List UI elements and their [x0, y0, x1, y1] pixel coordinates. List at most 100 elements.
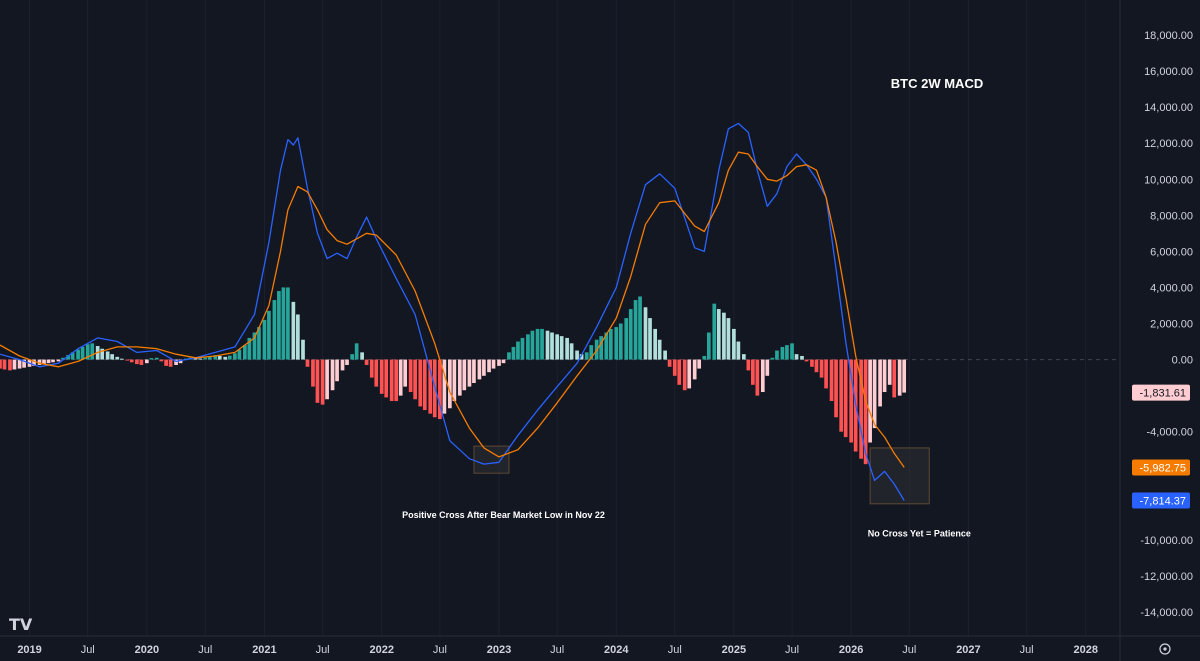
histogram-bar [80, 346, 85, 360]
histogram-bar [892, 359, 897, 398]
histogram-bar [159, 359, 164, 362]
histogram [0, 287, 907, 465]
histogram-bar [203, 357, 208, 360]
histogram-bar [732, 328, 736, 360]
histogram-bar [115, 356, 120, 360]
histogram-bar [100, 348, 105, 360]
histogram-bar [291, 301, 296, 360]
y-axis[interactable]: 18,000.00 16,000.00 14,000.00 12,000.00 10,0… [1140, 30, 1193, 619]
histogram-bar [110, 354, 114, 360]
histogram-bar [125, 359, 130, 361]
lines [0, 122, 905, 501]
histogram-bar [207, 356, 212, 360]
y-tick-label: 2,000.00 [1150, 319, 1193, 331]
histogram-bar [398, 359, 403, 396]
price-badge-text: -7,814.37 [1140, 495, 1186, 507]
histogram-bar [760, 359, 765, 393]
x-tick-label: 2025 [722, 644, 746, 656]
histogram-bar [624, 318, 629, 360]
x-tick-label: Jul [433, 644, 447, 656]
x-tick-label: Jul [198, 644, 212, 656]
histogram-bar [252, 332, 257, 360]
histogram-bar [345, 359, 349, 365]
histogram-bar [794, 354, 799, 360]
histogram-bar [56, 359, 61, 362]
annotations: Positive Cross After Bear Market Low in … [402, 510, 971, 538]
histogram-bar [589, 345, 594, 360]
histogram-bar [565, 337, 569, 360]
histogram-bar [354, 343, 359, 360]
histogram-bar [491, 359, 496, 369]
histogram-bar [653, 328, 658, 360]
histogram-bar [237, 349, 242, 360]
histogram-bar [712, 303, 717, 360]
macd-line [0, 122, 905, 501]
histogram-bar [755, 359, 760, 396]
price-badge [1132, 459, 1190, 476]
histogram-bar [311, 359, 315, 387]
histogram-bar [217, 355, 222, 360]
histogram-bar [540, 328, 544, 360]
price-badge [1132, 492, 1190, 509]
histogram-bar [687, 359, 692, 389]
histogram-bar [129, 359, 134, 363]
histogram-bar [277, 291, 281, 360]
settings-button[interactable] [1159, 643, 1171, 655]
price-labels: -1,831.61 -5,982.75 -7,814.37 [1132, 384, 1190, 509]
histogram-bar [575, 350, 579, 360]
histogram-bar [535, 328, 540, 360]
x-tick-label: Jul [81, 644, 95, 656]
histogram-bar [315, 359, 320, 403]
histogram-bar [394, 359, 399, 402]
histogram-bar [614, 327, 619, 360]
histogram-bar [428, 359, 433, 414]
histogram-bar [32, 359, 36, 366]
histogram-bar [403, 359, 408, 387]
histogram-bar [227, 355, 232, 360]
tradingview-logo-icon[interactable]: TV [9, 615, 33, 634]
histogram-bar [638, 296, 642, 360]
chart-title: BTC 2W MACD [891, 76, 983, 91]
histogram-bar [579, 354, 584, 360]
histogram-bar [516, 341, 520, 360]
histogram-bar [722, 312, 726, 360]
histogram-bar [800, 355, 804, 360]
x-tick-label: 2021 [252, 644, 276, 656]
histogram-bar [692, 359, 697, 380]
histogram-bar [501, 359, 506, 364]
histogram-bar [340, 359, 345, 371]
histogram-bar [487, 359, 491, 373]
annotation-text: Positive Cross After Bear Market Low in … [402, 510, 605, 520]
histogram-bar [859, 359, 863, 459]
y-tick-label: 14,000.00 [1144, 102, 1193, 114]
highlight-box [473, 445, 510, 474]
histogram-bar [144, 359, 149, 364]
histogram-bar [839, 359, 844, 432]
histogram-bar [804, 359, 809, 362]
histogram-bar [526, 334, 530, 360]
highlight-boxes [473, 445, 930, 505]
histogram-bar [511, 346, 516, 360]
histogram-bar [897, 359, 902, 396]
histogram-bar [462, 359, 467, 391]
target-icon[interactable] [1159, 643, 1171, 655]
tradingview-logo[interactable]: TV [9, 615, 33, 634]
histogram-bar [633, 300, 638, 360]
histogram-bar [497, 359, 501, 366]
histogram-bar [599, 336, 604, 360]
histogram-bar [849, 359, 854, 443]
histogram-bar [765, 359, 770, 376]
histogram-bar [872, 359, 877, 429]
x-axis[interactable]: 2019 Jul 2020 Jul 2021 Jul 2022 Jul 2023 Jul 2024 J… [17, 644, 1098, 656]
y-tick-label: 18,000.00 [1144, 30, 1193, 42]
histogram-bar [272, 300, 277, 360]
histogram-bar [559, 336, 564, 360]
histogram-bar [281, 287, 286, 360]
grid [29, 0, 1087, 636]
histogram-bar [193, 358, 198, 360]
y-tick-label: 8,000.00 [1150, 210, 1193, 222]
histogram-bar [726, 318, 731, 360]
histogram-bar [834, 359, 838, 418]
histogram-bar [882, 359, 887, 393]
